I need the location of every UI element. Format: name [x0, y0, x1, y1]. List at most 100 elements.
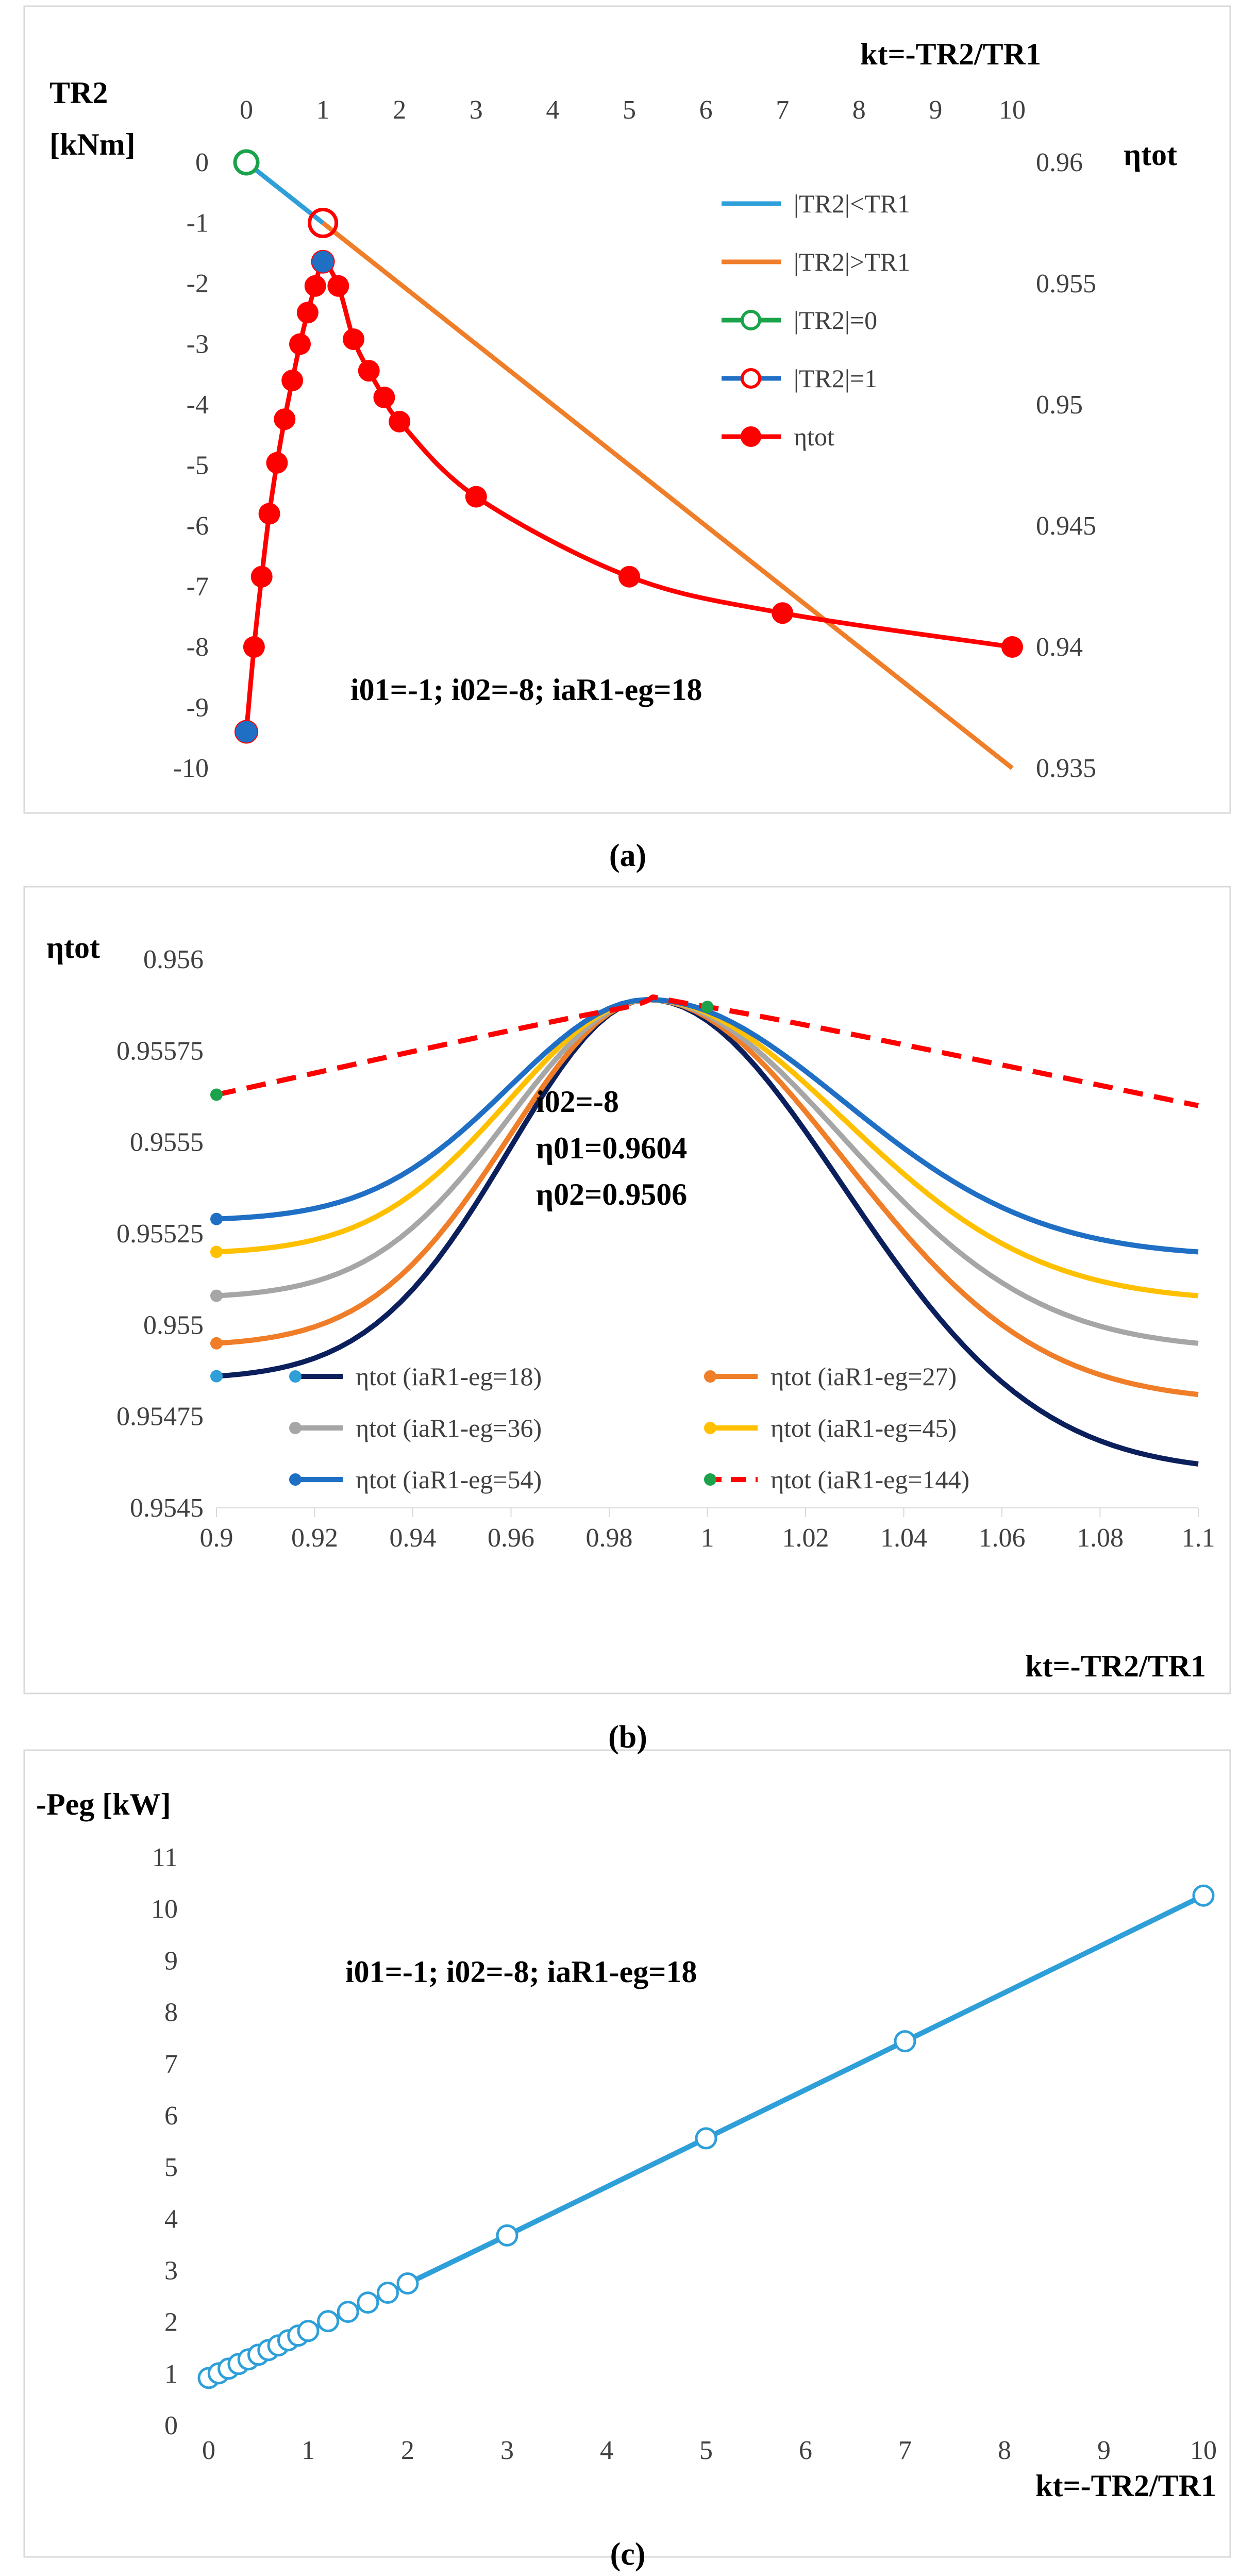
panel-c-point — [894, 2030, 916, 2053]
panel-b-labels: ηtot kt=-TR2/TR1 i02=-8 η01=0.9604 η02=0… — [46, 930, 1206, 1683]
panel-a-right-tick: 0.955 — [1036, 269, 1096, 298]
panel-b-axes: 0.956 0.95575 0.9555 0.95525 0.955 0.95475 0.9… — [116, 945, 1215, 1553]
panel-a-x-tick: 6 — [699, 95, 713, 125]
panel-a-right-tick: 0.94 — [1036, 633, 1083, 662]
panel-a-eta-highlight — [311, 250, 335, 274]
panel-a-marker-one — [308, 208, 339, 238]
panel-c-y-tick: 0 — [164, 2411, 178, 2440]
panel-c-x-tick: 9 — [1097, 2436, 1111, 2465]
panel-a-eta-point — [772, 602, 794, 624]
panel-b-legend-label: ηtot (iaR1-eg=45) — [771, 1414, 957, 1442]
panel-b-legend-marker — [289, 1370, 302, 1383]
panel-a-line-orange — [321, 221, 1014, 770]
caption-c: (c) — [610, 2537, 646, 2572]
panel-a-frame — [23, 5, 1231, 814]
panel-a-eta-point — [289, 333, 311, 355]
panel-c-x-tick: 10 — [1190, 2436, 1217, 2465]
caption-b: (b) — [608, 1720, 647, 1755]
panel-b-legend-marker — [289, 1422, 302, 1434]
panel-a-labels: TR2 [kNm] ηtot kt=-TR2/TR1 i01=-1; i02=-… — [49, 37, 1177, 707]
panel-c-y-tick: 4 — [164, 2204, 178, 2234]
panel-a-right-tick: 0.95 — [1036, 390, 1083, 420]
panel-a-eta-point — [296, 302, 319, 324]
panel-b-y-tick: 0.95475 — [116, 1402, 204, 1432]
panel-c-point — [357, 2291, 379, 2314]
panel-c-point — [317, 2310, 340, 2333]
panel-b-x-tick: 1.04 — [880, 1523, 927, 1553]
panel-a-annotation: i01=-1; i02=-8; iaR1-eg=18 — [350, 673, 702, 707]
panel-a-eta-point — [250, 566, 273, 588]
panel-b-series-point — [210, 1245, 223, 1258]
panel-b-legend-label: ηtot (iaR1-eg=18) — [356, 1362, 542, 1391]
panel-b-x-tick: 0.9 — [200, 1523, 233, 1553]
panel-a-legend-label: |TR2|>TR1 — [794, 247, 910, 276]
panel-b-y-tick: 0.9545 — [130, 1493, 204, 1523]
panel-c-point — [297, 2320, 320, 2342]
panel-a-x-tick: 7 — [776, 95, 789, 125]
panel-a-right-axis-title: ηtot — [1124, 138, 1177, 172]
panel-c-x-tick: 3 — [500, 2436, 514, 2465]
panel-b-series — [210, 994, 1199, 1467]
panel-c-series — [197, 1884, 1215, 2389]
panel-c-labels: -Peg [kW] kt=-TR2/TR1 i01=-1; i02=-8; ia… — [36, 1787, 1216, 2503]
panel-c-y-tick: 1 — [164, 2359, 178, 2389]
panel-a-x-tick: 0 — [240, 95, 253, 125]
panel-b-x-tick: 0.98 — [586, 1523, 633, 1553]
panel-a-legend-label: |TR2|=0 — [794, 306, 877, 335]
panel-a-eta-point — [343, 328, 365, 351]
panel-c-y-tick: 2 — [164, 2308, 178, 2337]
panel-a-x-tick: 9 — [929, 95, 942, 125]
panel-c-x-tick: 5 — [699, 2436, 713, 2465]
panel-a-eta-point — [389, 410, 411, 433]
panel-a-eta-point — [258, 503, 280, 525]
panel-a-left-tick: -7 — [187, 572, 209, 602]
panel-a-left-tick: -9 — [187, 693, 209, 723]
panel-a-legend-marker — [741, 368, 761, 389]
panel-c-x-axis-title: kt=-TR2/TR1 — [1035, 2469, 1216, 2503]
panel-b-series-point — [701, 1001, 714, 1013]
panel-c-point — [1192, 1884, 1215, 1907]
panel-b-series-line — [216, 997, 1199, 1346]
panel-a-legend-label: |TR2|=1 — [794, 364, 877, 393]
panel-b-legend-label: ηtot (iaR1-eg=54) — [356, 1465, 542, 1494]
panel-b-series-point — [210, 1337, 223, 1350]
panel-b-legend-marker — [704, 1473, 716, 1486]
panel-b-x-tick: 1 — [701, 1523, 714, 1553]
panel-a-eta-point — [465, 486, 487, 508]
panel-c-point — [337, 2301, 359, 2323]
panel-c-x-tick: 0 — [202, 2436, 215, 2465]
panel-a-x-tick: 10 — [999, 95, 1026, 125]
panel-b-series-point — [210, 1289, 223, 1302]
panel-c-y-tick: 11 — [152, 1843, 178, 1872]
panel-b-legend-marker — [704, 1422, 716, 1434]
panel-a-left-tick: -1 — [187, 209, 209, 238]
panel-c-x-tick: 2 — [401, 2436, 414, 2465]
panel-b-frame — [23, 886, 1231, 1694]
panel-a-eta-point — [373, 386, 395, 408]
panel-b-x-tick: 0.96 — [488, 1523, 534, 1553]
panel-c-y-tick: 8 — [164, 1998, 178, 2027]
panel-b-series-point — [210, 1370, 223, 1383]
panel-a-left-axis-title-line2: [kNm] — [49, 127, 136, 161]
panel-a-eta-point — [281, 370, 304, 391]
panel-b-legend-marker — [704, 1370, 716, 1383]
panel-a-right-tick: 0.935 — [1036, 754, 1096, 783]
panel-c-y-tick: 7 — [164, 2050, 178, 2079]
panel-b-series-line — [215, 994, 1199, 1108]
panel-c-annotation: i01=-1; i02=-8; iaR1-eg=18 — [345, 1955, 697, 1989]
panel-c-x-tick: 7 — [898, 2436, 912, 2465]
panel-c-y-tick: 9 — [164, 1946, 178, 1975]
panel-a-eta-point — [618, 566, 640, 588]
panel-c-point — [396, 2272, 419, 2295]
panel-b-legend-label: ηtot (iaR1-eg=27) — [771, 1362, 957, 1391]
panel-b-x-tick: 0.94 — [390, 1523, 437, 1553]
caption-a: (a) — [609, 838, 646, 873]
panel-b-legend-label: ηtot (iaR1-eg=36) — [356, 1414, 542, 1442]
panel-c-point — [496, 2224, 518, 2247]
panel-a-x-tick: 5 — [623, 95, 636, 125]
panel-a-eta-point — [243, 636, 265, 658]
panel-b-annotation-line2: η01=0.9604 — [536, 1131, 687, 1165]
panel-a-x-tick: 3 — [470, 95, 483, 125]
panel-a-legend-label: |TR2|<TR1 — [794, 189, 910, 218]
